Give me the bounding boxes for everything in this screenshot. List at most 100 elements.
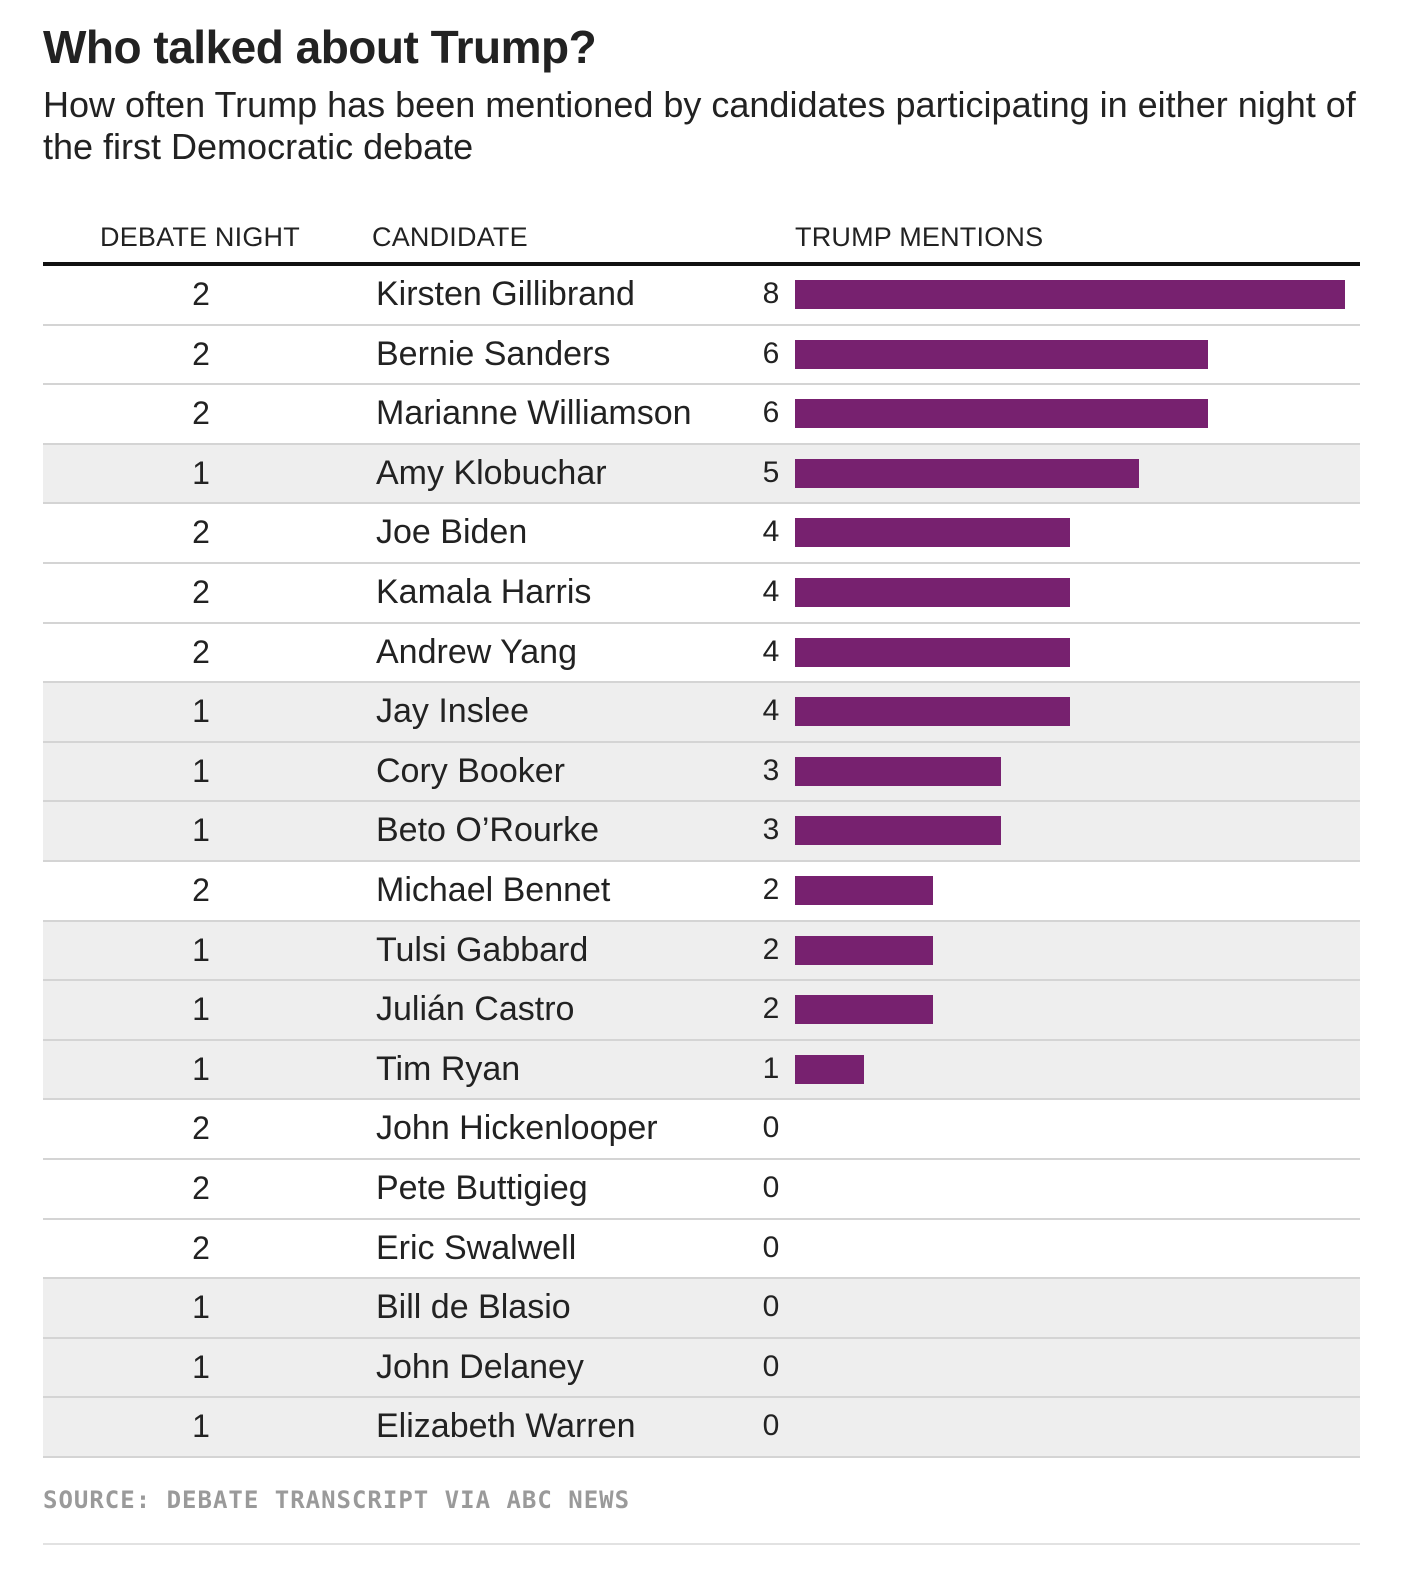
debate-night-value: 1 <box>192 991 210 1028</box>
candidate-name: Julián Castro <box>376 990 575 1029</box>
candidate-name: Michael Bennet <box>376 870 611 909</box>
mentions-bar <box>795 756 1002 786</box>
mentions-data-label: 5 <box>762 455 780 489</box>
mentions-data-label: 0 <box>762 1409 780 1443</box>
candidate-name: Tulsi Gabbard <box>376 930 589 969</box>
table-row: 2 Pete Buttigieg 0 <box>43 1160 1360 1220</box>
debate-night-value: 2 <box>192 276 210 312</box>
mentions-bar <box>795 280 1345 309</box>
candidate-name: Andrew Yang <box>376 632 577 671</box>
table-row: 2 John Hickenlooper 0 <box>43 1100 1360 1160</box>
table-row: 1 Tulsi Gabbard 2 <box>43 921 1360 982</box>
candidate-name: Bill de Blasio <box>376 1288 571 1327</box>
mentions-data-label: 4 <box>762 694 780 728</box>
debate-night-value: 2 <box>192 335 210 372</box>
table-row: 1 Beto O’Rourke 3 <box>43 802 1360 862</box>
mentions-data-label: 4 <box>762 574 780 608</box>
mentions-data-label: 1 <box>762 1051 780 1085</box>
candidate-name: Kirsten Gillibrand <box>376 275 635 313</box>
table-row: 2 Michael Bennet 2 <box>43 862 1360 922</box>
debate-night-value: 2 <box>192 871 210 908</box>
candidate-name: John Hickenlooper <box>376 1109 658 1148</box>
candidate-name: Joe Biden <box>376 513 528 552</box>
debate-night-value: 1 <box>192 454 210 491</box>
mentions-bar <box>795 995 933 1025</box>
mentions-data-label: 0 <box>762 1290 780 1324</box>
mentions-data-label: 0 <box>762 1170 780 1204</box>
chart-title: Who talked about Trump? <box>43 21 597 73</box>
mentions-data-label: 0 <box>762 1349 780 1383</box>
mentions-data-label: 2 <box>762 992 780 1026</box>
candidate-name: Pete Buttigieg <box>376 1168 588 1207</box>
candidate-name: Jay Inslee <box>376 692 530 731</box>
mentions-bar <box>795 458 1139 488</box>
mentions-bar <box>795 1054 864 1084</box>
table-row: 1 Jay Inslee 4 <box>43 683 1360 743</box>
mentions-bar <box>795 637 1070 667</box>
mentions-bar <box>795 399 1208 429</box>
mentions-bar <box>795 935 933 965</box>
debate-night-value: 1 <box>192 812 210 849</box>
mentions-bar <box>795 875 933 905</box>
mentions-bar <box>795 697 1070 727</box>
candidate-name: Cory Booker <box>376 751 565 790</box>
table-row: 2 Eric Swalwell 0 <box>43 1220 1360 1280</box>
chart-subtitle: How often Trump has been mentioned by ca… <box>43 84 1356 167</box>
mentions-data-label: 0 <box>762 1230 780 1264</box>
column-header-candidate: CANDIDATE <box>372 222 528 252</box>
table-row: 2 Marianne Williamson 6 <box>43 385 1360 445</box>
candidate-name: Beto O’Rourke <box>376 811 599 850</box>
debate-night-value: 1 <box>192 1348 210 1385</box>
table-body: 2 Kirsten Gillibrand 8 2 Bernie Sanders 6 2 Mar… <box>43 266 1360 1458</box>
mentions-bar <box>795 577 1070 607</box>
mentions-data-label: 8 <box>762 277 780 310</box>
candidate-name: Tim Ryan <box>376 1049 521 1088</box>
source-note: SOURCE: DEBATE TRANSCRIPT VIA ABC NEWS <box>43 1486 631 1514</box>
mentions-bar <box>795 816 1002 846</box>
table-row: 1 Amy Klobuchar 5 <box>43 444 1360 505</box>
mentions-bar <box>795 339 1208 369</box>
table-row: 1 Elizabeth Warren 0 <box>43 1398 1360 1458</box>
debate-night-value: 1 <box>192 693 210 730</box>
table-row: 2 Joe Biden 4 <box>43 504 1360 564</box>
table-row: 2 Kirsten Gillibrand 8 <box>43 266 1360 326</box>
candidate-name: Eric Swalwell <box>376 1228 577 1267</box>
mentions-data-label: 4 <box>762 634 780 668</box>
debate-night-value: 1 <box>192 1408 210 1445</box>
mentions-bar <box>795 518 1070 548</box>
candidate-name: Amy Klobuchar <box>376 453 607 492</box>
debate-night-value: 1 <box>192 1050 210 1087</box>
mentions-data-label: 2 <box>762 872 780 906</box>
table-row: 2 Bernie Sanders 6 <box>43 326 1360 386</box>
debate-night-value: 2 <box>192 1169 210 1206</box>
table-header: DEBATE NIGHT CANDIDATE TRUMP MENTIONS <box>43 222 1360 262</box>
candidate-name: Bernie Sanders <box>376 334 611 373</box>
column-header-trump-mentions: TRUMP MENTIONS <box>795 222 1044 252</box>
debate-night-value: 2 <box>192 633 210 670</box>
mentions-data-label: 2 <box>762 932 780 966</box>
candidate-name: John Delaney <box>376 1347 584 1386</box>
mentions-data-label: 3 <box>762 753 780 787</box>
candidate-name: Elizabeth Warren <box>376 1407 636 1446</box>
table-row: 2 Kamala Harris 4 <box>43 564 1360 624</box>
mentions-data-label: 3 <box>762 813 780 847</box>
table-row: 2 Andrew Yang 4 <box>43 624 1360 684</box>
debate-night-value: 1 <box>192 1289 210 1326</box>
candidate-name: Kamala Harris <box>376 572 592 611</box>
debate-night-value: 2 <box>192 514 210 551</box>
table-row: 1 Bill de Blasio 0 <box>43 1279 1360 1339</box>
debate-night-value: 2 <box>192 395 210 432</box>
table-row: 1 Julián Castro 2 <box>43 981 1360 1041</box>
table-row: 1 Tim Ryan 1 <box>43 1040 1360 1101</box>
debate-night-value: 2 <box>192 573 210 610</box>
debate-night-value: 2 <box>192 1110 210 1147</box>
mentions-data-label: 4 <box>762 515 780 549</box>
candidate-name: Marianne Williamson <box>376 394 692 433</box>
debate-night-value: 1 <box>192 752 210 789</box>
column-header-debate-night: DEBATE NIGHT <box>100 222 300 252</box>
table-row: 1 John Delaney 0 <box>43 1338 1360 1399</box>
header-rule <box>43 262 1360 266</box>
debate-night-value: 2 <box>192 1229 210 1266</box>
mentions-data-label: 6 <box>762 336 780 370</box>
mentions-data-label: 6 <box>762 396 780 430</box>
